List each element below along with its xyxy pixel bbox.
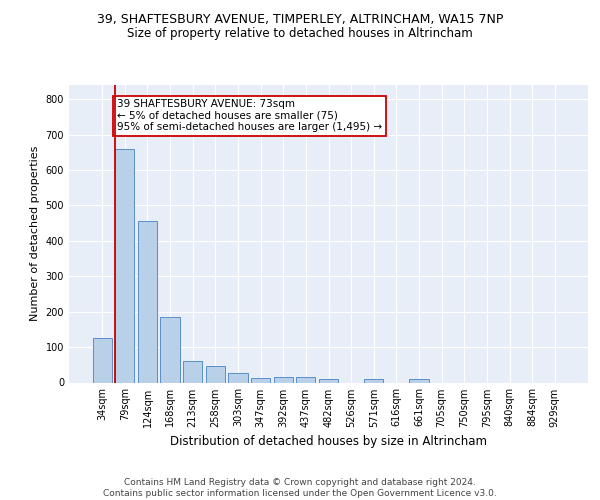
- Bar: [206, 366, 225, 382]
- Bar: [364, 380, 383, 382]
- Bar: [229, 372, 248, 382]
- Bar: [296, 377, 316, 382]
- Text: 39, SHAFTESBURY AVENUE, TIMPERLEY, ALTRINCHAM, WA15 7NP: 39, SHAFTESBURY AVENUE, TIMPERLEY, ALTRI…: [97, 12, 503, 26]
- Bar: [115, 149, 134, 382]
- Y-axis label: Number of detached properties: Number of detached properties: [30, 146, 40, 322]
- Text: 39 SHAFTESBURY AVENUE: 73sqm
← 5% of detached houses are smaller (75)
95% of sem: 39 SHAFTESBURY AVENUE: 73sqm ← 5% of det…: [117, 99, 382, 132]
- Bar: [274, 377, 293, 382]
- Bar: [92, 338, 112, 382]
- Bar: [138, 222, 157, 382]
- Bar: [160, 317, 180, 382]
- Bar: [319, 380, 338, 382]
- Bar: [251, 378, 270, 382]
- Text: Size of property relative to detached houses in Altrincham: Size of property relative to detached ho…: [127, 28, 473, 40]
- Bar: [183, 360, 202, 382]
- Bar: [409, 380, 428, 382]
- X-axis label: Distribution of detached houses by size in Altrincham: Distribution of detached houses by size …: [170, 435, 487, 448]
- Text: Contains HM Land Registry data © Crown copyright and database right 2024.
Contai: Contains HM Land Registry data © Crown c…: [103, 478, 497, 498]
